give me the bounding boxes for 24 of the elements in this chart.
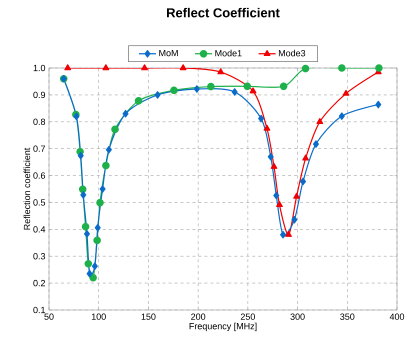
legend-label: MoM (159, 50, 178, 56)
x-tick-label: 100 (92, 314, 106, 320)
x-axis-title: Frequency [MHz] (190, 322, 256, 332)
x-tick-label: 50 (44, 314, 54, 320)
chart-title: Reflect Coefficient (167, 8, 280, 18)
legend-label: Mode3 (278, 50, 306, 56)
y-tick-label: 0.7 (33, 145, 46, 152)
y-tick-label: 0.5 (33, 199, 46, 206)
y-tick-label: 0.2 (33, 280, 46, 286)
x-tick-label: 200 (191, 314, 206, 320)
y-tick-label: 0.8 (33, 118, 46, 125)
y-tick-label: 1.0 (34, 64, 46, 72)
x-tick-label: 150 (142, 314, 156, 320)
legend-label: Mode1 (215, 50, 242, 56)
y-tick-label: 0.6 (33, 172, 46, 179)
y-axis-title: Reflection coefficient (24, 148, 30, 230)
y-tick-label: 0.1 (33, 306, 46, 314)
y-tick-label: 0.4 (33, 226, 46, 233)
x-tick-label: 300 (290, 314, 305, 320)
y-tick-label: 0.3 (33, 253, 46, 260)
y-tick-label: 0.9 (33, 92, 46, 98)
x-tick-label: 400 (390, 314, 404, 320)
x-tick-label: 350 (340, 314, 354, 320)
x-tick-label: 250 (240, 314, 255, 320)
